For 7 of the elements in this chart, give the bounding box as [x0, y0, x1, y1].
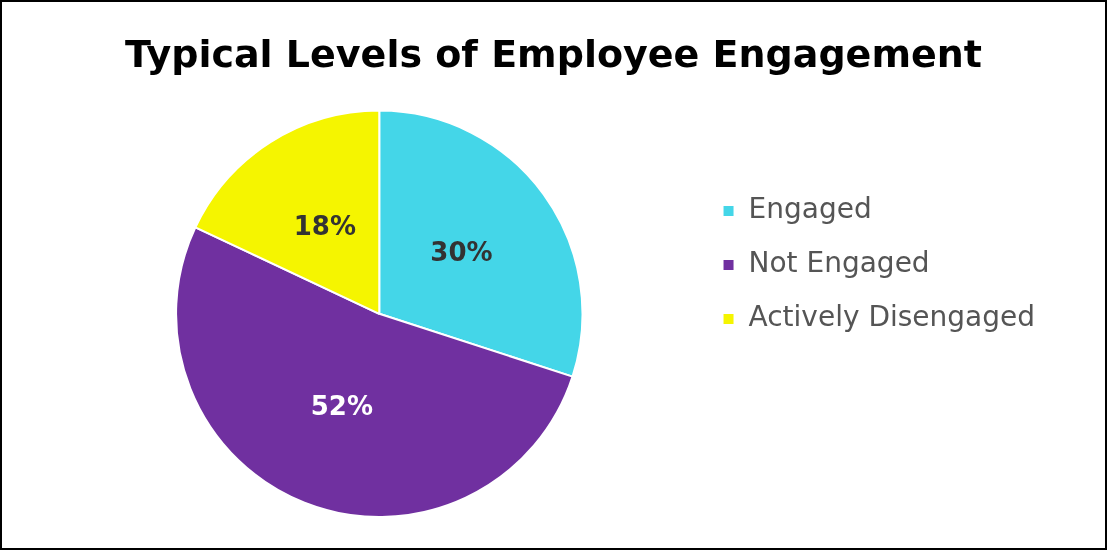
data-label: 18%	[293, 210, 356, 241]
legend-label: Actively Disengaged	[748, 300, 1035, 334]
legend-label: Not Engaged	[748, 246, 930, 280]
chart-title: Typical Levels of Employee Engagement	[125, 31, 982, 76]
data-label: 30%	[430, 236, 493, 267]
data-label: 52%	[310, 391, 373, 422]
legend-label: Engaged	[748, 192, 872, 226]
